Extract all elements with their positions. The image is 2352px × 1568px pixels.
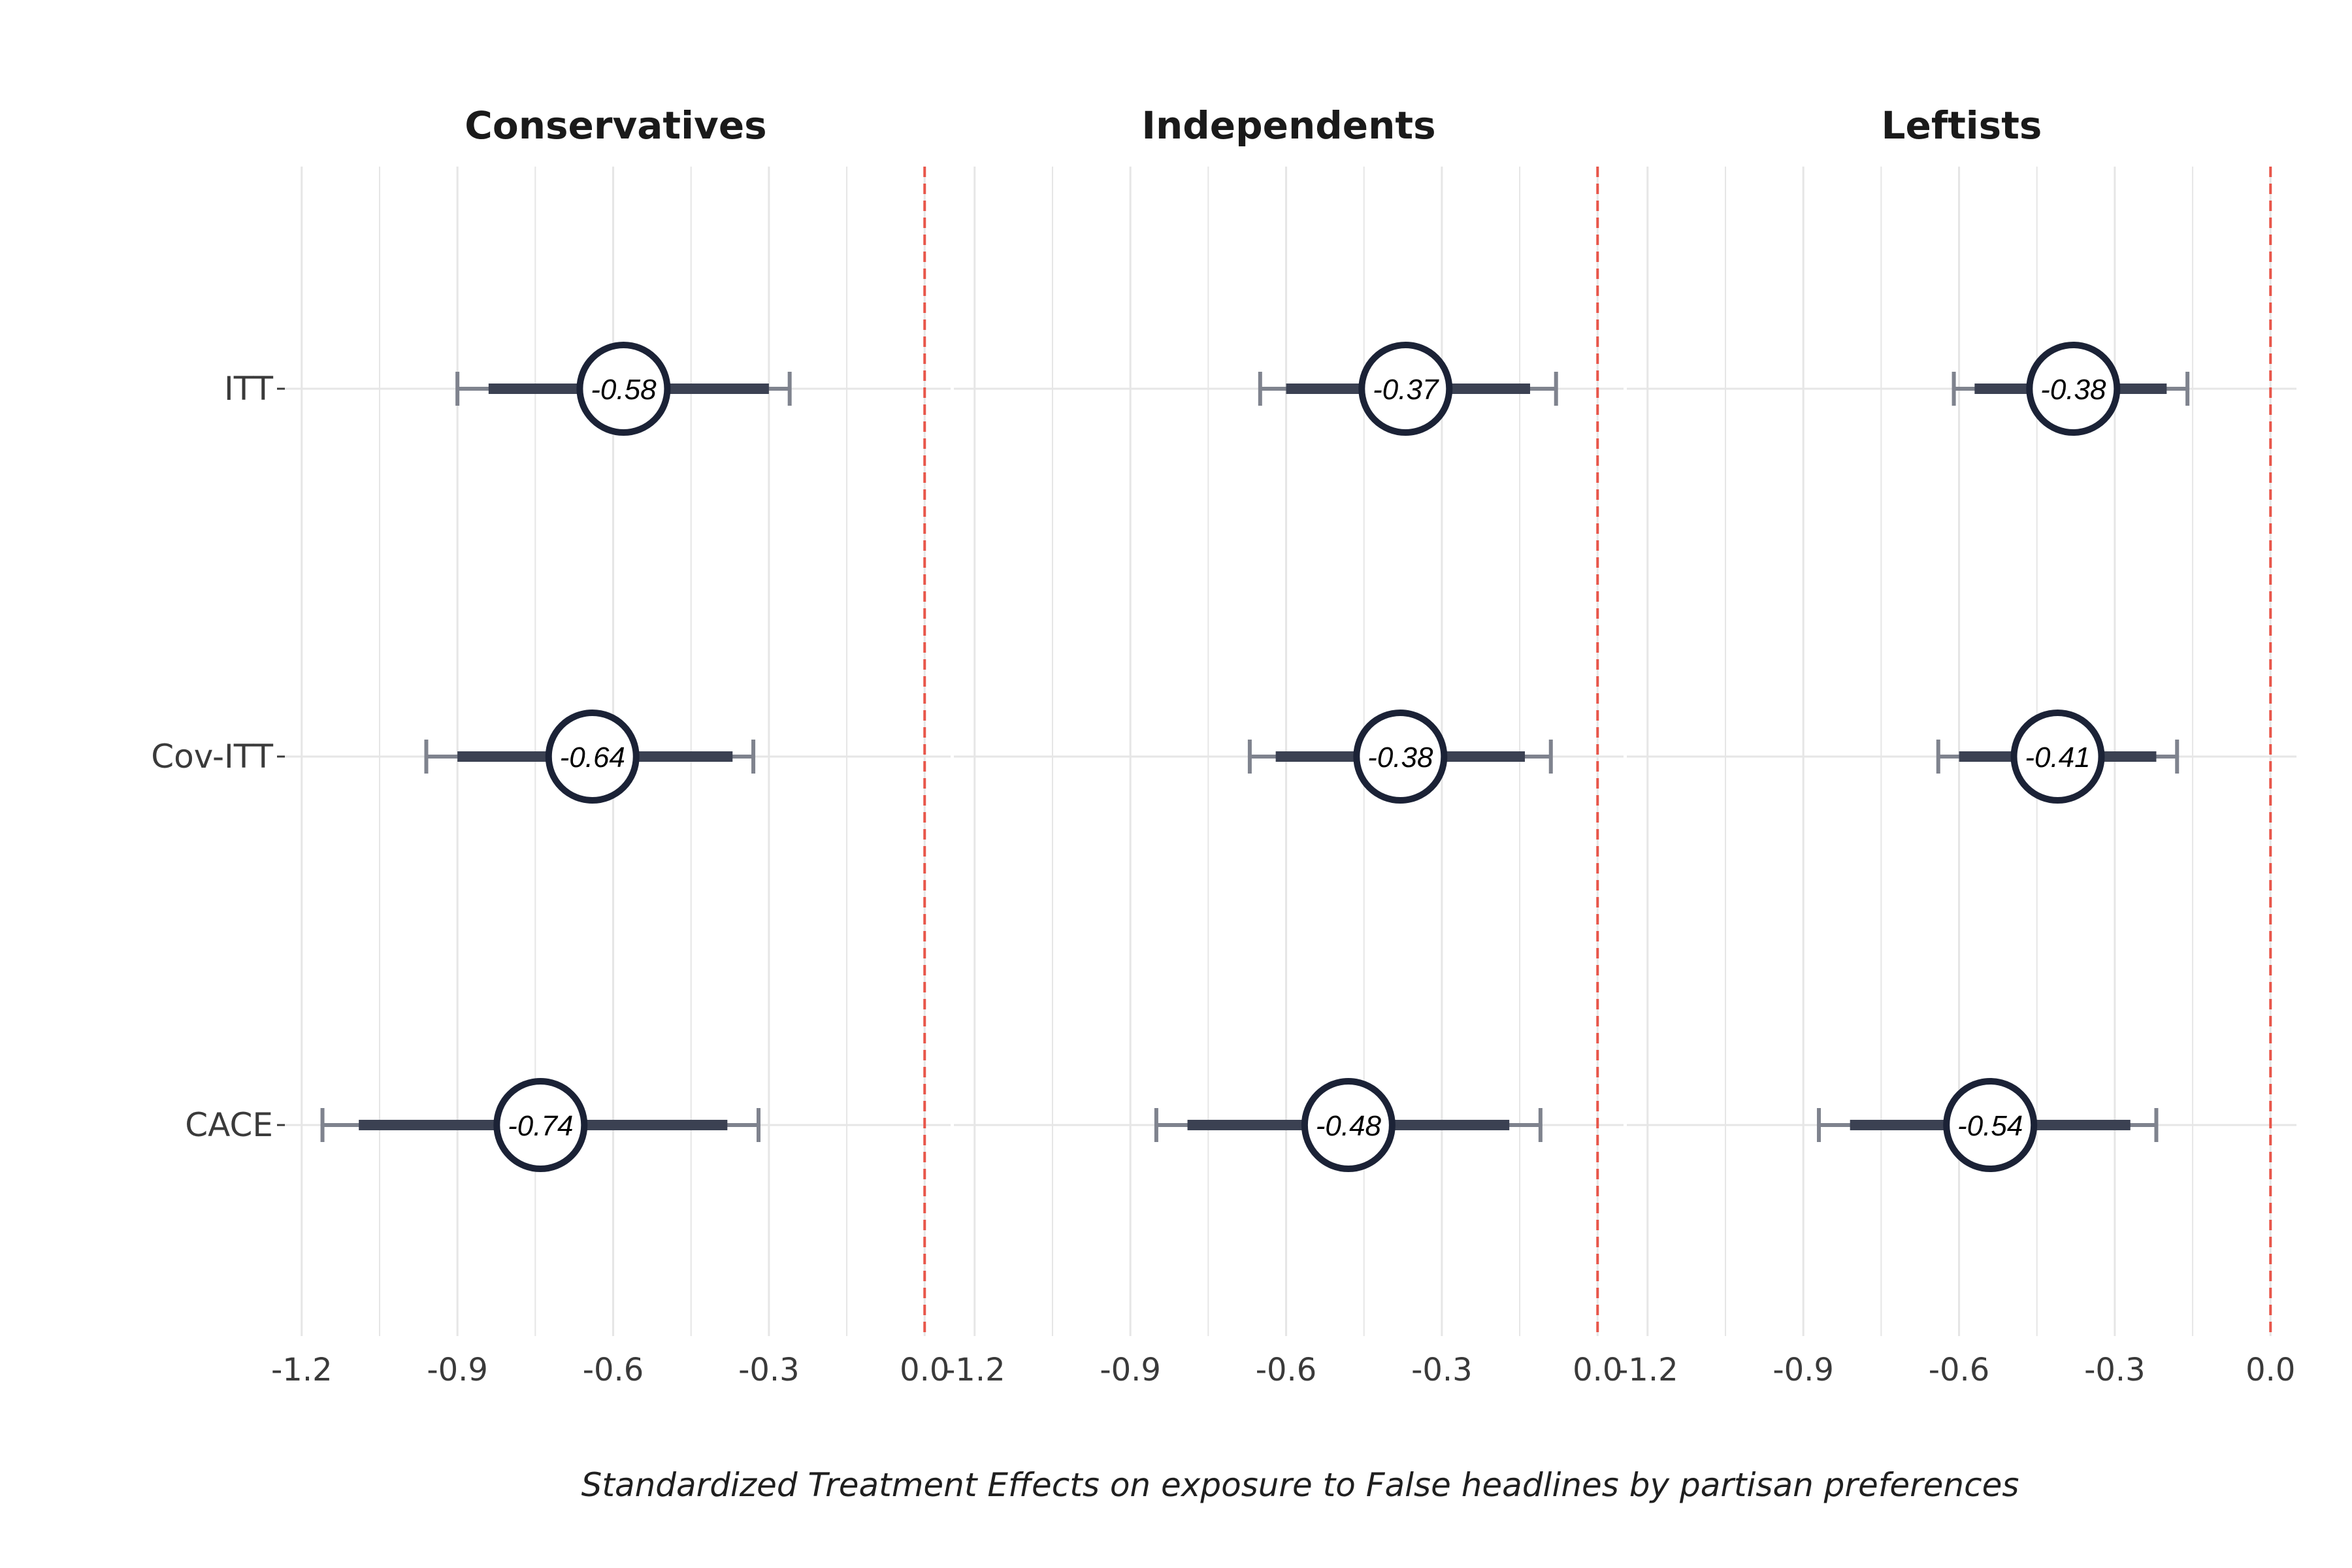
x-tick-label: -1.2 bbox=[944, 1352, 1005, 1388]
x-axis-title: Standardized Treatment Effects on exposu… bbox=[581, 1466, 2019, 1504]
x-tick-label: -0.3 bbox=[738, 1352, 800, 1388]
panel-title-independents: Independents bbox=[1141, 103, 1435, 148]
point-estimate bbox=[576, 342, 671, 436]
estimate-itt: -0.58 bbox=[455, 342, 792, 436]
panel-leftists: Leftists -1.2 -0.9 -0.6 -0.3 0.0 -0.38 -0.41 -0.… bbox=[1617, 103, 2296, 1388]
y-tick-label-cace: CACE bbox=[185, 1106, 273, 1144]
x-tick-label: 0.0 bbox=[900, 1352, 949, 1388]
estimate-itt: -0.38 bbox=[1952, 342, 2190, 436]
x-tick-label: -0.6 bbox=[1929, 1352, 1990, 1388]
estimate-cov-itt: -0.38 bbox=[1247, 710, 1553, 804]
estimate-cace: -0.74 bbox=[320, 1078, 761, 1172]
x-tick-label: 0.0 bbox=[2246, 1352, 2295, 1388]
point-estimate bbox=[1943, 1078, 2038, 1172]
x-tick-label: 0.0 bbox=[1573, 1352, 1622, 1388]
point-estimate bbox=[545, 710, 640, 804]
point-estimate-label: -0.41 bbox=[2025, 742, 2090, 774]
y-tick-label-cov-itt: Cov-ITT bbox=[151, 738, 273, 776]
point-estimate bbox=[2026, 342, 2121, 436]
y-axis: ITT Cov-ITT CACE bbox=[151, 370, 285, 1144]
panels-layer: Conservatives -1.2 -0.9 -0.6 -0.3 0.0 -0.58 -0.… bbox=[271, 103, 2296, 1388]
panel-conservatives: Conservatives -1.2 -0.9 -0.6 -0.3 0.0 -0.58 -0.… bbox=[271, 103, 951, 1388]
point-estimate-label: -0.64 bbox=[560, 742, 625, 774]
x-tick-label: -0.9 bbox=[1100, 1352, 1161, 1388]
estimate-cov-itt: -0.64 bbox=[424, 710, 756, 804]
point-estimate-label: -0.38 bbox=[2040, 374, 2106, 406]
point-estimate-label: -0.48 bbox=[1316, 1110, 1382, 1142]
estimate-cov-itt: -0.41 bbox=[1936, 710, 2180, 804]
y-tick-label-itt: ITT bbox=[224, 370, 273, 408]
x-tick-label: -1.2 bbox=[271, 1352, 333, 1388]
point-estimate bbox=[493, 1078, 588, 1172]
point-estimate-label: -0.54 bbox=[1957, 1110, 2023, 1142]
point-estimate-label: -0.58 bbox=[591, 374, 657, 406]
x-tick-label: -0.6 bbox=[583, 1352, 644, 1388]
x-tick-label: -0.3 bbox=[2084, 1352, 2146, 1388]
x-tick-label: -0.9 bbox=[427, 1352, 488, 1388]
point-estimate-label: -0.37 bbox=[1373, 374, 1439, 406]
point-estimate-label: -0.38 bbox=[1367, 742, 1433, 774]
estimate-itt: -0.37 bbox=[1258, 342, 1558, 436]
point-estimate-label: -0.74 bbox=[508, 1110, 573, 1142]
panel-independents: Independents -1.2 -0.9 -0.6 -0.3 0.0 -0.37 -0.3… bbox=[944, 103, 1624, 1388]
estimate-cace: -0.54 bbox=[1816, 1078, 2159, 1172]
x-tick-label: -0.6 bbox=[1256, 1352, 1317, 1388]
point-estimate bbox=[1301, 1078, 1396, 1172]
panel-title-conservatives: Conservatives bbox=[465, 103, 766, 148]
point-estimate bbox=[1358, 342, 1453, 436]
x-tick-label: -0.3 bbox=[1411, 1352, 1473, 1388]
x-tick-label: -1.2 bbox=[1617, 1352, 1678, 1388]
estimate-cace: -0.48 bbox=[1154, 1078, 1543, 1172]
panel-title-leftists: Leftists bbox=[1882, 103, 2042, 148]
x-tick-label: -0.9 bbox=[1772, 1352, 1834, 1388]
point-estimate bbox=[1353, 710, 1448, 804]
point-estimate bbox=[2010, 710, 2105, 804]
